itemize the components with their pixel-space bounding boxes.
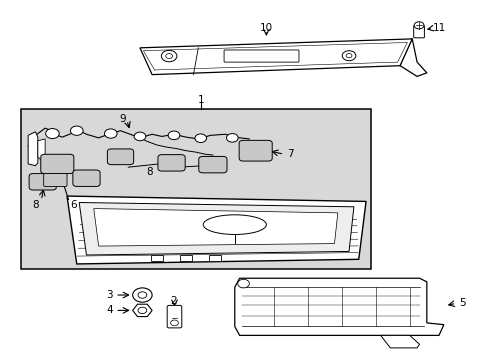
Text: 11: 11 [431,23,445,33]
FancyBboxPatch shape [107,149,133,165]
Text: 7: 7 [287,149,293,159]
Polygon shape [38,139,45,160]
Circle shape [132,288,152,302]
Circle shape [138,307,146,314]
Text: 5: 5 [458,298,465,308]
Text: 3: 3 [106,290,112,300]
Bar [151,255,163,261]
Circle shape [45,129,59,139]
Polygon shape [28,132,38,166]
FancyBboxPatch shape [73,170,100,186]
Polygon shape [132,304,152,316]
Text: 9: 9 [120,113,126,123]
Text: 10: 10 [259,23,272,33]
FancyBboxPatch shape [239,140,272,161]
Bar [21,109,370,269]
Circle shape [226,134,238,142]
Circle shape [104,129,117,138]
Circle shape [168,131,180,140]
Circle shape [342,51,355,61]
FancyBboxPatch shape [167,305,182,328]
Circle shape [161,50,177,62]
Polygon shape [67,196,366,264]
Bar [180,255,192,261]
Circle shape [138,292,146,298]
Polygon shape [380,336,419,348]
Circle shape [237,279,249,288]
FancyBboxPatch shape [29,174,56,190]
FancyBboxPatch shape [41,154,74,174]
Bar [209,255,221,261]
Text: 8: 8 [32,200,39,210]
Circle shape [346,54,351,58]
Text: 8: 8 [146,167,153,177]
Polygon shape [79,203,353,255]
Text: 2: 2 [170,296,177,306]
Polygon shape [140,39,411,75]
FancyBboxPatch shape [224,50,298,62]
Ellipse shape [203,215,266,234]
Polygon shape [234,278,443,336]
FancyBboxPatch shape [43,174,67,186]
Circle shape [170,320,178,326]
Text: 1: 1 [197,95,203,105]
Polygon shape [94,208,337,246]
FancyBboxPatch shape [413,26,424,38]
Circle shape [134,132,145,141]
FancyBboxPatch shape [158,155,185,171]
Circle shape [165,54,172,59]
Circle shape [195,134,206,143]
Circle shape [70,126,83,135]
Circle shape [413,22,423,29]
FancyBboxPatch shape [199,157,226,173]
Text: 6: 6 [70,200,77,210]
Text: 4: 4 [106,305,112,315]
